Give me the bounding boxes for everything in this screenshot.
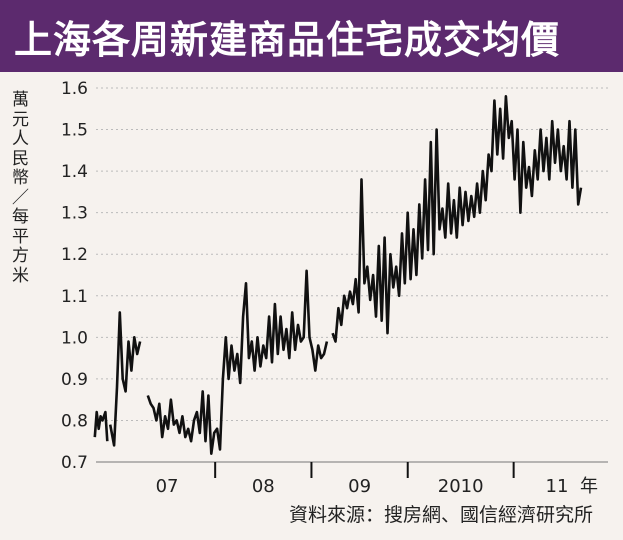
y-tick-label: 1.6 xyxy=(61,79,88,99)
y-axis-label-char: ／ xyxy=(12,187,29,208)
y-tick-label: 0.9 xyxy=(61,370,88,390)
y-axis-label-char: 平 xyxy=(12,226,29,247)
price-line-segment xyxy=(108,311,142,447)
y-axis-label-char: 元 xyxy=(12,109,29,130)
y-tick-label: 1.0 xyxy=(61,328,88,348)
y-tick-label: 0.8 xyxy=(61,411,88,431)
source-note: 資料來源：搜房網、國信經濟研究所 xyxy=(288,504,593,526)
y-axis-label-char: 幣 xyxy=(12,168,29,188)
price-line-segment xyxy=(331,95,583,343)
price-line-segment xyxy=(146,269,329,455)
y-tick-label: 1.5 xyxy=(61,121,88,141)
price-line-segment xyxy=(93,410,109,442)
y-axis-label-char: 人 xyxy=(12,129,29,149)
x-tick-label: 2010 xyxy=(438,476,484,497)
y-axis-label-char: 民 xyxy=(12,148,29,169)
y-tick-label: 1.3 xyxy=(61,204,88,224)
y-tick-label: 1.4 xyxy=(61,162,88,182)
y-axis-label-char: 米 xyxy=(12,265,29,286)
price-line-layer xyxy=(93,95,583,455)
x-tick-label: 07 xyxy=(156,476,179,497)
y-axis-label-char: 萬 xyxy=(12,90,29,110)
x-tick-label: 09 xyxy=(348,476,371,497)
x-tick-label: 08 xyxy=(252,476,275,497)
title-bar: 上海各周新建商品住宅成交均價 xyxy=(0,0,623,72)
y-tick-label: 0.7 xyxy=(61,453,88,473)
y-tick-label: 1.1 xyxy=(61,287,88,307)
x-tick-label: 11 xyxy=(546,476,569,497)
y-axis-label-char: 方 xyxy=(12,246,29,266)
x-axis-unit: 年 xyxy=(580,476,598,497)
y-axis-label-char: 每 xyxy=(12,207,29,227)
chart-title: 上海各周新建商品住宅成交均價 xyxy=(14,17,561,62)
x-axis: 07 08 09 2010 11 年 xyxy=(96,461,608,497)
y-tick-label: 1.2 xyxy=(61,245,88,265)
y-tick-labels: 0.7 0.8 0.9 1.0 1.1 1.2 1.3 1.4 1.5 1.6 xyxy=(61,79,88,473)
